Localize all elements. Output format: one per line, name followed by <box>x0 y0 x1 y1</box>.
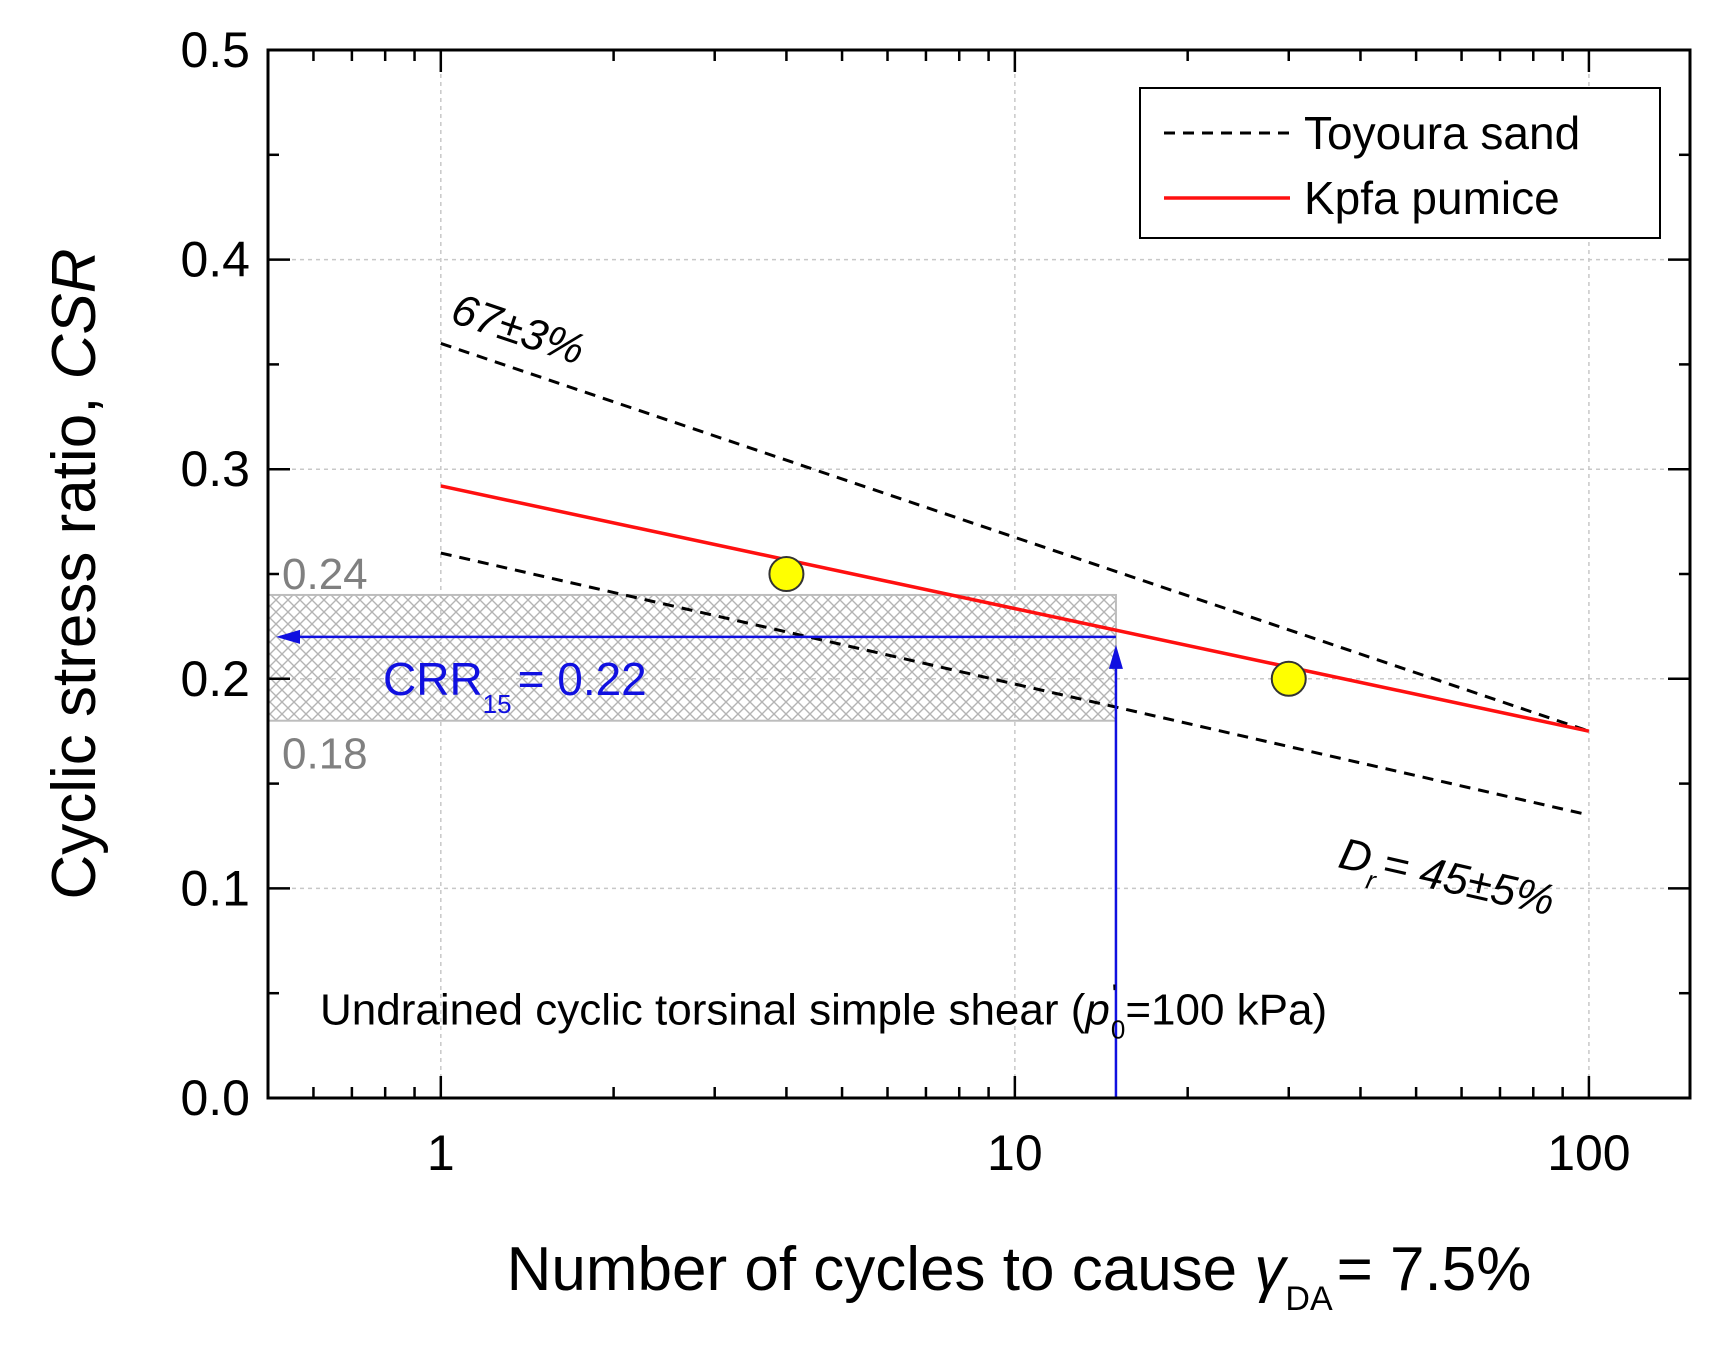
test-note-prime: ' <box>1112 979 1117 1009</box>
test-note-subscript: 0 <box>1111 1015 1125 1045</box>
x-tick-label: 10 <box>987 1125 1043 1181</box>
tick-labels: 1 10 100 0.0 0.1 0.2 0.3 0.4 0.5 <box>180 22 1630 1181</box>
upper-curve-annotation: 67±3% <box>446 284 591 374</box>
lower-annotation-value: = 45±5% <box>1378 839 1559 926</box>
test-note-p: p <box>1083 986 1109 1035</box>
test-note-value: =100 kPa) <box>1125 986 1327 1035</box>
crr-up-arrowhead <box>1108 644 1123 669</box>
test-condition-note: Undrained cyclic torsinal simple shear (… <box>320 979 1327 1045</box>
y-axis-title: Cyclic stress ratio, CSR <box>40 248 109 899</box>
x-tick-label: 1 <box>427 1125 455 1181</box>
axis-ticks <box>266 48 1690 1100</box>
y-tick-label: 0.2 <box>180 651 250 707</box>
test-note-main: Undrained cyclic torsinal simple shear ( <box>320 986 1086 1035</box>
legend: Toyoura sand Kpfa pumice <box>1139 87 1661 239</box>
series-line-1 <box>440 551 1590 817</box>
band-lower-label: 0.18 <box>282 730 368 779</box>
x-title-symbol: γ <box>1254 1235 1288 1304</box>
x-title-main: Number of cycles to cause <box>507 1235 1255 1304</box>
band-upper-label: 0.24 <box>282 550 368 599</box>
series-group <box>440 342 1590 817</box>
x-title-subscript: DA <box>1285 1280 1333 1318</box>
x-title-suffix: = 7.5% <box>1337 1235 1532 1304</box>
data-points <box>768 556 1307 697</box>
grid <box>268 50 1690 1098</box>
y-tick-label: 0.1 <box>180 860 250 916</box>
data-point-1 <box>1270 660 1307 697</box>
crr-label-value: = 0.22 <box>518 653 647 705</box>
lower-curve-annotation: Dr= 45±5% <box>1332 829 1559 935</box>
y-tick-label: 0.0 <box>180 1070 250 1126</box>
data-point-0 <box>768 556 805 592</box>
y-title-main: Cyclic stress ratio, <box>40 379 109 899</box>
y-title-italic: CSR <box>40 248 109 379</box>
series-line-2 <box>440 484 1590 733</box>
crr-indicator <box>276 629 1123 1098</box>
legend-label-kpfa: Kpfa pumice <box>1304 172 1560 224</box>
y-tick-label: 0.3 <box>180 441 250 497</box>
y-tick-label: 0.5 <box>180 22 250 78</box>
crr-label: CRR15 = 0.22 <box>383 653 647 719</box>
crr-label-subscript: 15 <box>483 689 512 719</box>
y-tick-label: 0.4 <box>180 232 250 288</box>
crr-band <box>267 593 1117 722</box>
crr-left-arrowhead <box>276 629 300 644</box>
legend-box <box>1139 87 1661 239</box>
crr-label-main: CRR <box>383 653 483 705</box>
legend-label-toyoura: Toyoura sand <box>1304 107 1580 159</box>
x-axis-title: Number of cycles to cause γDA= 7.5% <box>507 1235 1532 1318</box>
series-line-0 <box>440 342 1590 733</box>
x-tick-label: 100 <box>1547 1125 1630 1181</box>
